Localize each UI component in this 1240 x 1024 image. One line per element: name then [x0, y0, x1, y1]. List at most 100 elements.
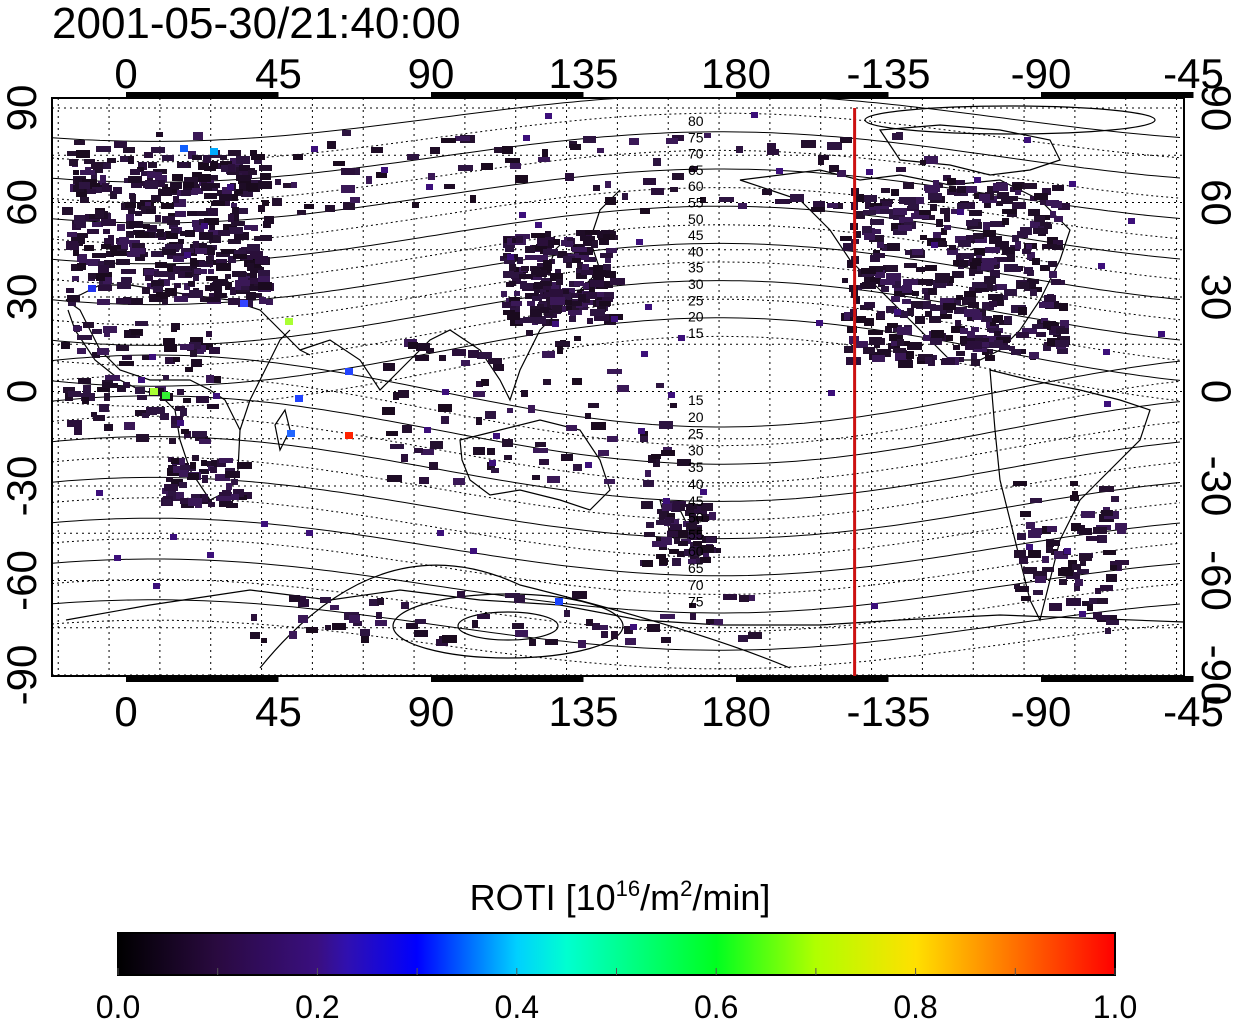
roti-block [591, 422, 606, 430]
roti-block-high [162, 392, 170, 399]
coastline-africa-east [239, 329, 291, 431]
roti-block [593, 185, 600, 191]
roti-block [190, 258, 197, 266]
roti-block [387, 475, 402, 482]
roti-block [940, 208, 950, 214]
roti-block [84, 245, 94, 251]
roti-block [193, 241, 199, 249]
roti-block [98, 261, 107, 268]
roti-block [206, 375, 214, 383]
lat-tick-label-left: 30 [0, 274, 45, 321]
roti-block [893, 229, 907, 235]
mlat-label-north: 25 [688, 292, 704, 308]
roti-block [201, 183, 212, 191]
roti-block [656, 537, 664, 544]
roti-block [177, 389, 184, 395]
roti-block [995, 241, 1009, 249]
roti-block [751, 112, 758, 118]
roti-block [228, 164, 235, 172]
roti-block [870, 277, 881, 284]
roti-block [1079, 528, 1092, 535]
roti-block [1022, 328, 1037, 334]
roti-block [1047, 237, 1058, 245]
roti-block [210, 161, 218, 169]
roti-block [254, 159, 262, 164]
roti-block [92, 352, 100, 358]
roti-block [967, 314, 974, 321]
roti-block [813, 201, 825, 207]
roti-block [520, 283, 533, 289]
roti-block [656, 554, 666, 559]
roti-block [1103, 550, 1116, 555]
roti-block [643, 178, 656, 185]
roti-block [982, 302, 994, 310]
roti-block [250, 251, 263, 259]
roti-block [210, 467, 217, 473]
mlat-label-south: 30 [688, 442, 704, 458]
roti-block [184, 177, 198, 184]
roti-block [535, 316, 546, 324]
roti-block [383, 363, 395, 371]
mlat-contour [52, 578, 1181, 633]
roti-block [1004, 316, 1012, 324]
roti-block [211, 460, 219, 467]
roti-block [160, 413, 169, 420]
roti-block [659, 545, 667, 550]
roti-block [238, 179, 251, 184]
roti-block [572, 591, 587, 599]
roti-block [981, 263, 994, 270]
roti-block [162, 216, 175, 223]
roti-block [546, 294, 553, 302]
roti-block [205, 285, 214, 291]
roti-block [677, 459, 691, 466]
roti-block [266, 299, 273, 305]
roti-block [667, 531, 678, 537]
roti-block [393, 392, 399, 400]
roti-block [556, 279, 563, 285]
roti-block [994, 340, 1003, 348]
roti-block [190, 190, 198, 195]
roti-block [926, 280, 932, 286]
roti-block [700, 545, 714, 553]
lon-tick-label-bottom: -135 [846, 688, 930, 735]
roti-block [1082, 601, 1093, 606]
roti-block [827, 142, 842, 150]
roti-block [590, 309, 605, 316]
roti-block [228, 298, 240, 305]
mlat-label-south: 60 [688, 543, 704, 559]
roti-block [507, 312, 520, 320]
roti-block [916, 301, 931, 309]
roti-block [885, 326, 892, 333]
roti-block [930, 337, 942, 345]
roti-block [225, 282, 232, 290]
roti-block [897, 339, 904, 346]
roti-block [146, 209, 156, 214]
roti-block [900, 341, 910, 346]
roti-block [231, 203, 237, 208]
roti-block [552, 321, 559, 327]
roti-block [1089, 598, 1097, 604]
roti-block [912, 249, 923, 255]
roti-block [234, 163, 243, 170]
roti-block [68, 299, 76, 306]
roti-block [199, 469, 209, 474]
roti-block [640, 436, 648, 442]
roti-block [261, 521, 268, 527]
roti-block [566, 303, 579, 311]
roti-block [366, 176, 372, 184]
mlat-label-south: 35 [688, 459, 704, 475]
roti-block [669, 549, 679, 554]
roti-block [537, 255, 548, 262]
roti-block [233, 254, 247, 259]
roti-block [776, 168, 783, 174]
roti-block [1046, 539, 1054, 547]
mlat-label-north: 35 [688, 260, 704, 276]
colorbar-tick-label: 1.0 [1093, 989, 1137, 1024]
roti-block [949, 186, 956, 192]
mlat-label-north: 75 [688, 129, 704, 145]
roti-block [510, 163, 521, 169]
roti-block [80, 197, 89, 203]
roti-block [645, 304, 652, 310]
roti-block [547, 240, 554, 248]
roti-block [119, 361, 134, 366]
